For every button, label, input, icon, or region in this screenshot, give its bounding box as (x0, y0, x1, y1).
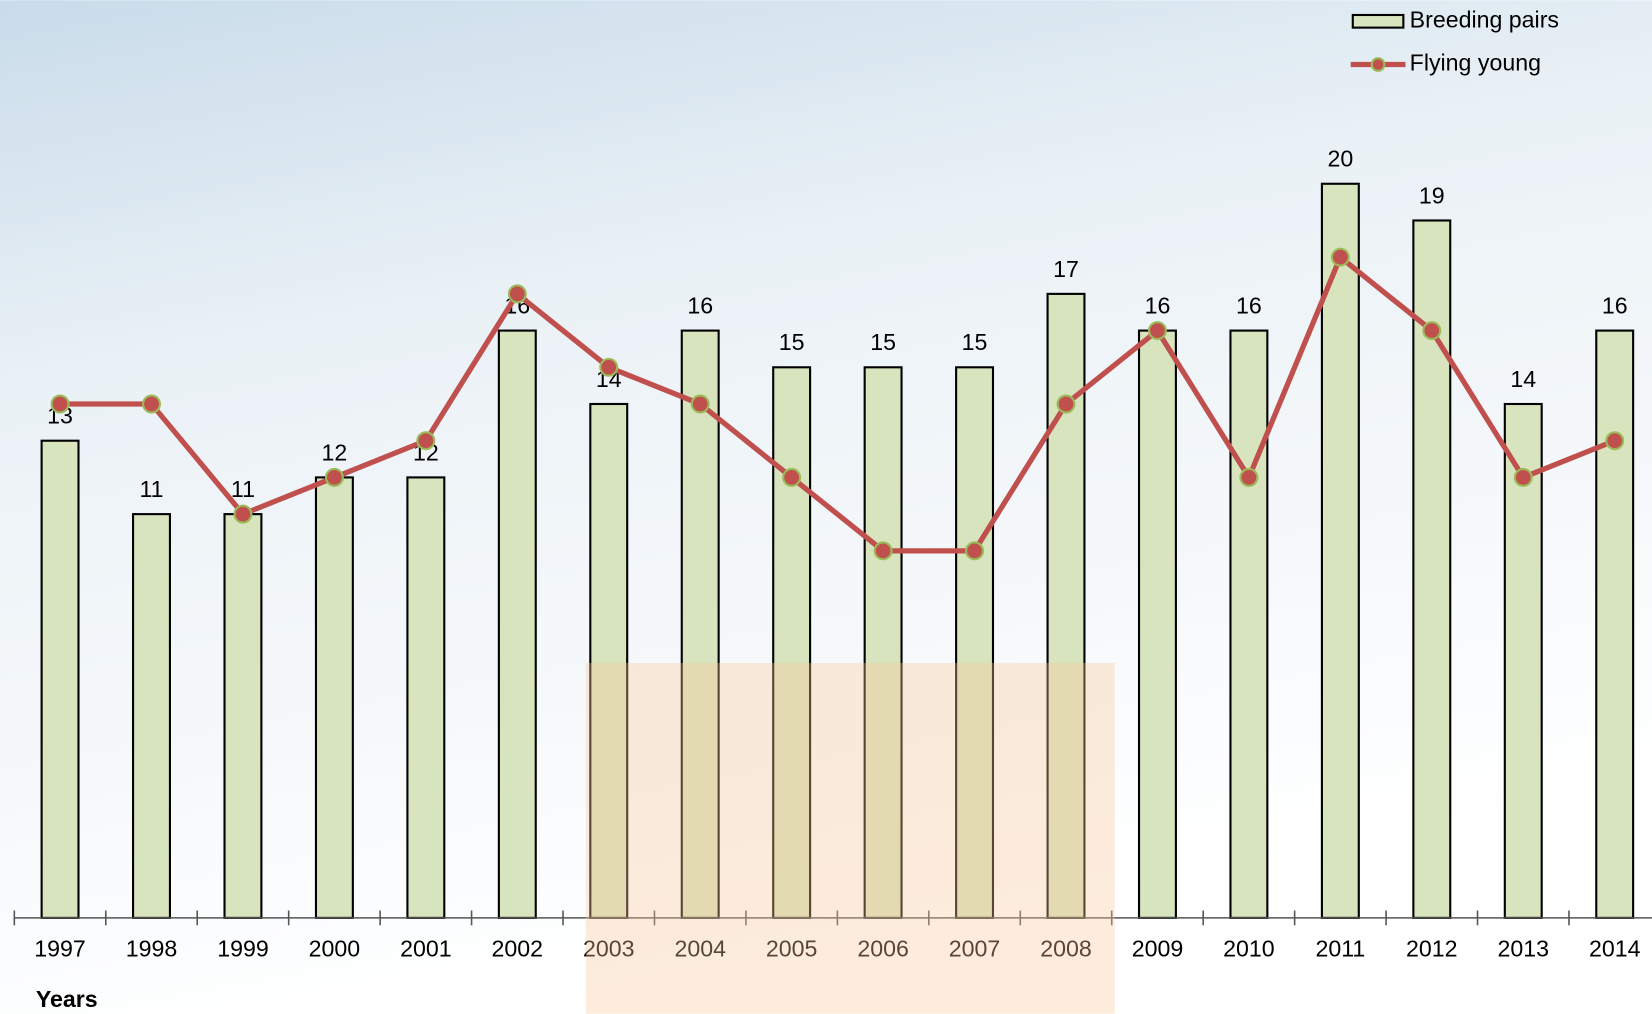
line-marker (50, 394, 70, 414)
line-marker (1422, 321, 1442, 341)
line-marker (782, 467, 802, 487)
x-tick-label: 1997 (34, 936, 86, 962)
bar (955, 366, 995, 919)
x-tick-label: 2011 (1315, 936, 1365, 962)
data-label: 17 (1053, 256, 1079, 282)
bar (680, 329, 720, 919)
bar (223, 513, 263, 919)
bar (1229, 329, 1269, 919)
line-marker (1056, 394, 1076, 414)
line-marker (324, 467, 344, 487)
legend-swatch (1351, 13, 1405, 29)
line-marker (142, 394, 161, 414)
data-label: 15 (779, 329, 805, 355)
legend-marker (1370, 57, 1386, 72)
data-label: 15 (962, 329, 988, 355)
bar (40, 439, 80, 919)
line-marker (416, 431, 436, 451)
x-tick-label: 2003 (583, 936, 635, 962)
x-tick-label: 2008 (1040, 936, 1092, 962)
data-label: 12 (322, 439, 348, 465)
data-label: 11 (139, 476, 163, 502)
x-tick-label: 2014 (1589, 936, 1641, 962)
x-tick-label: 2005 (766, 936, 818, 962)
bar (772, 366, 812, 919)
x-tick-label: 2004 (674, 936, 726, 962)
line-marker (233, 504, 253, 524)
data-label: 16 (1602, 293, 1628, 319)
line-marker (1605, 431, 1625, 451)
x-tick-label: 2001 (400, 936, 452, 962)
x-tick-label: 1998 (126, 936, 178, 962)
line-series (60, 254, 1616, 554)
x-tick-label: 2013 (1497, 936, 1549, 962)
bar (406, 476, 446, 919)
data-label: 19 (1419, 182, 1445, 208)
x-tick-label: 2002 (492, 936, 544, 962)
bar (863, 366, 903, 919)
line-marker (690, 394, 710, 414)
data-label: 16 (1236, 293, 1262, 319)
line-marker (1513, 467, 1533, 487)
bar (1137, 329, 1177, 919)
line-marker (1330, 247, 1350, 267)
bar (1595, 329, 1635, 919)
x-tick-label: 2007 (949, 936, 1001, 962)
x-tick-label: 2000 (309, 936, 361, 962)
bar (314, 476, 354, 919)
data-label: 20 (1327, 146, 1353, 172)
x-tick-label: 1999 (217, 936, 269, 962)
line-marker (965, 541, 985, 561)
x-tick-label: 2006 (857, 936, 909, 962)
bar (1503, 402, 1543, 919)
line-marker (507, 284, 527, 304)
legend: Breeding pairs Flying young (1350, 6, 1559, 76)
data-label: 15 (870, 329, 896, 355)
x-tick-label: 2009 (1132, 936, 1184, 962)
x-tick-label: 2010 (1223, 936, 1275, 962)
bar (497, 329, 537, 919)
legend-label: Flying young (1410, 50, 1541, 76)
bar (589, 402, 629, 919)
bar (1320, 182, 1360, 919)
line-marker (1147, 321, 1167, 341)
x-tick-label: 2012 (1406, 936, 1458, 962)
legend-label: Breeding pairs (1410, 6, 1559, 32)
line-marker (599, 357, 619, 377)
data-label: 16 (1145, 293, 1171, 319)
data-label: 11 (231, 476, 255, 502)
line-marker (873, 541, 893, 561)
highlight-overlay (585, 662, 1115, 1014)
bar (132, 513, 171, 919)
line-marker (1239, 467, 1259, 487)
x-axis-label: Years (36, 986, 98, 1012)
data-label: 16 (687, 293, 713, 319)
data-label: 14 (1510, 366, 1536, 392)
